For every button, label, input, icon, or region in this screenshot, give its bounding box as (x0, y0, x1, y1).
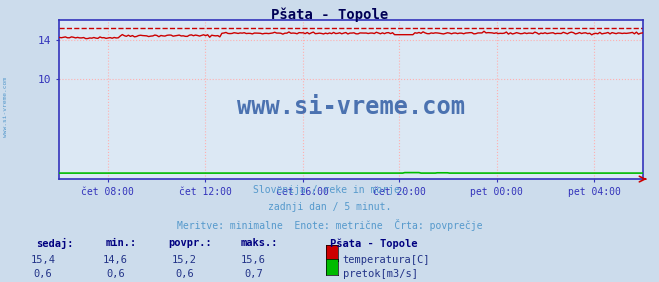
Text: min.:: min.: (105, 238, 136, 248)
Text: 15,6: 15,6 (241, 255, 266, 265)
Text: Pšata - Topole: Pšata - Topole (271, 7, 388, 21)
Text: 0,6: 0,6 (34, 269, 52, 279)
Text: 15,4: 15,4 (30, 255, 55, 265)
Text: sedaj:: sedaj: (36, 238, 74, 249)
Text: pretok[m3/s]: pretok[m3/s] (343, 269, 418, 279)
Text: Pšata - Topole: Pšata - Topole (330, 238, 417, 249)
Text: 0,6: 0,6 (175, 269, 194, 279)
Text: temperatura[C]: temperatura[C] (343, 255, 430, 265)
Text: www.si-vreme.com: www.si-vreme.com (3, 77, 8, 137)
Text: zadnji dan / 5 minut.: zadnji dan / 5 minut. (268, 202, 391, 212)
Text: povpr.:: povpr.: (168, 238, 212, 248)
Text: Meritve: minimalne  Enote: metrične  Črta: povprečje: Meritve: minimalne Enote: metrične Črta:… (177, 219, 482, 231)
Text: maks.:: maks.: (241, 238, 278, 248)
Text: 15,2: 15,2 (172, 255, 197, 265)
Text: 0,7: 0,7 (244, 269, 263, 279)
Text: 14,6: 14,6 (103, 255, 128, 265)
Text: 0,6: 0,6 (106, 269, 125, 279)
Text: Slovenija / reke in morje.: Slovenija / reke in morje. (253, 185, 406, 195)
Text: www.si-vreme.com: www.si-vreme.com (237, 95, 465, 119)
